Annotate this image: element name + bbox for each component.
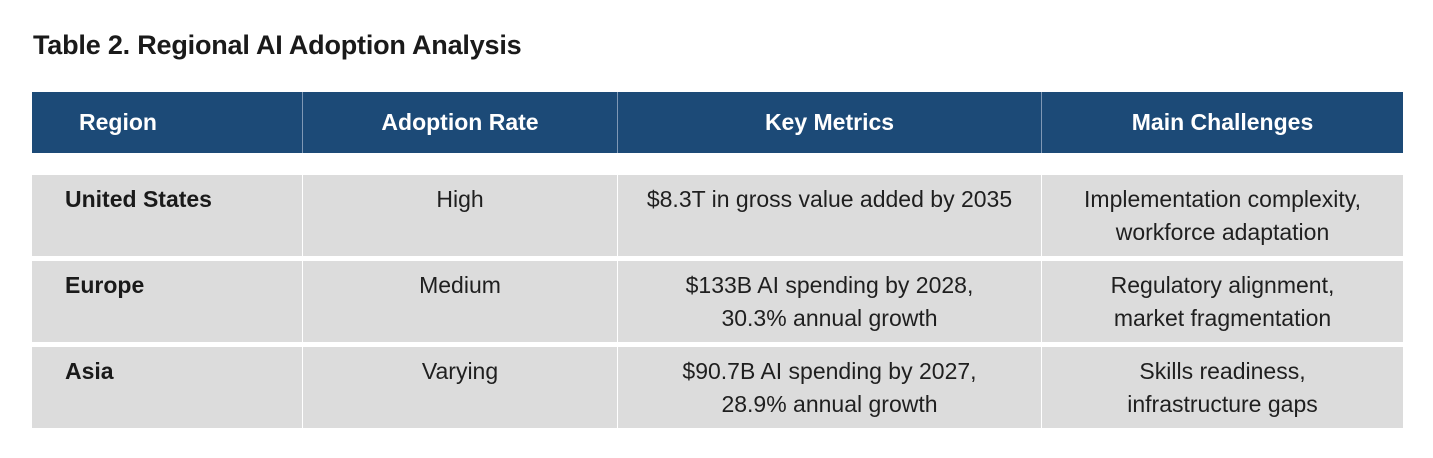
main-challenges-line: Implementation complexity, — [1084, 186, 1361, 212]
region-cell: Europe — [32, 261, 303, 342]
main-challenges-line: workforce adaptation — [1115, 219, 1330, 245]
main-challenges-line: infrastructure gaps — [1127, 391, 1318, 417]
region-cell: Asia — [32, 347, 303, 428]
adoption-rate-cell: Varying — [303, 347, 618, 428]
header-main-challenges: Main Challenges — [1131, 109, 1314, 135]
header-key-metrics: Key Metrics — [618, 92, 1042, 153]
key-metrics-line: 30.3% annual growth — [721, 305, 938, 331]
main-challenges-cell: Skills readiness, infrastructure gaps — [1042, 347, 1403, 428]
main-challenges-line: Skills readiness, — [1139, 358, 1306, 384]
regional-adoption-table: Region Adoption Rate Key Metrics Main Ch… — [32, 92, 1403, 433]
table-header-row: Region Adoption Rate Key Metrics Main Ch… — [32, 92, 1403, 153]
key-metrics-line: $133B AI spending by 2028, — [685, 272, 974, 298]
key-metrics-line: $8.3T in gross value added by 2035 — [646, 186, 1013, 212]
adoption-rate-cell: High — [303, 175, 618, 256]
key-metrics-cell: $90.7B AI spending by 2027, 28.9% annual… — [618, 347, 1042, 428]
main-challenges-cell: Implementation complexity, workforce ada… — [1042, 175, 1403, 256]
table-row: Asia Varying $90.7B AI spending by 2027,… — [32, 347, 1403, 428]
main-challenges-line: market fragmentation — [1113, 305, 1332, 331]
key-metrics-line: 28.9% annual growth — [721, 391, 938, 417]
header-adoption-rate: Adoption Rate — [303, 92, 618, 153]
key-metrics-cell: $8.3T in gross value added by 2035 — [618, 175, 1042, 256]
main-challenges-line: Regulatory alignment, — [1110, 272, 1335, 298]
header-spacer — [32, 153, 1403, 175]
key-metrics-line: $90.7B AI spending by 2027, — [682, 358, 977, 384]
region-cell: United States — [32, 175, 303, 256]
adoption-rate-cell: Medium — [303, 261, 618, 342]
key-metrics-cell: $133B AI spending by 2028, 30.3% annual … — [618, 261, 1042, 342]
main-challenges-cell: Regulatory alignment, market fragmentati… — [1042, 261, 1403, 342]
table-row: Europe Medium $133B AI spending by 2028,… — [32, 261, 1403, 342]
header-region: Region — [32, 92, 303, 153]
table-row: United States High $8.3T in gross value … — [32, 175, 1403, 256]
table-title: Table 2. Regional AI Adoption Analysis — [33, 30, 522, 60]
